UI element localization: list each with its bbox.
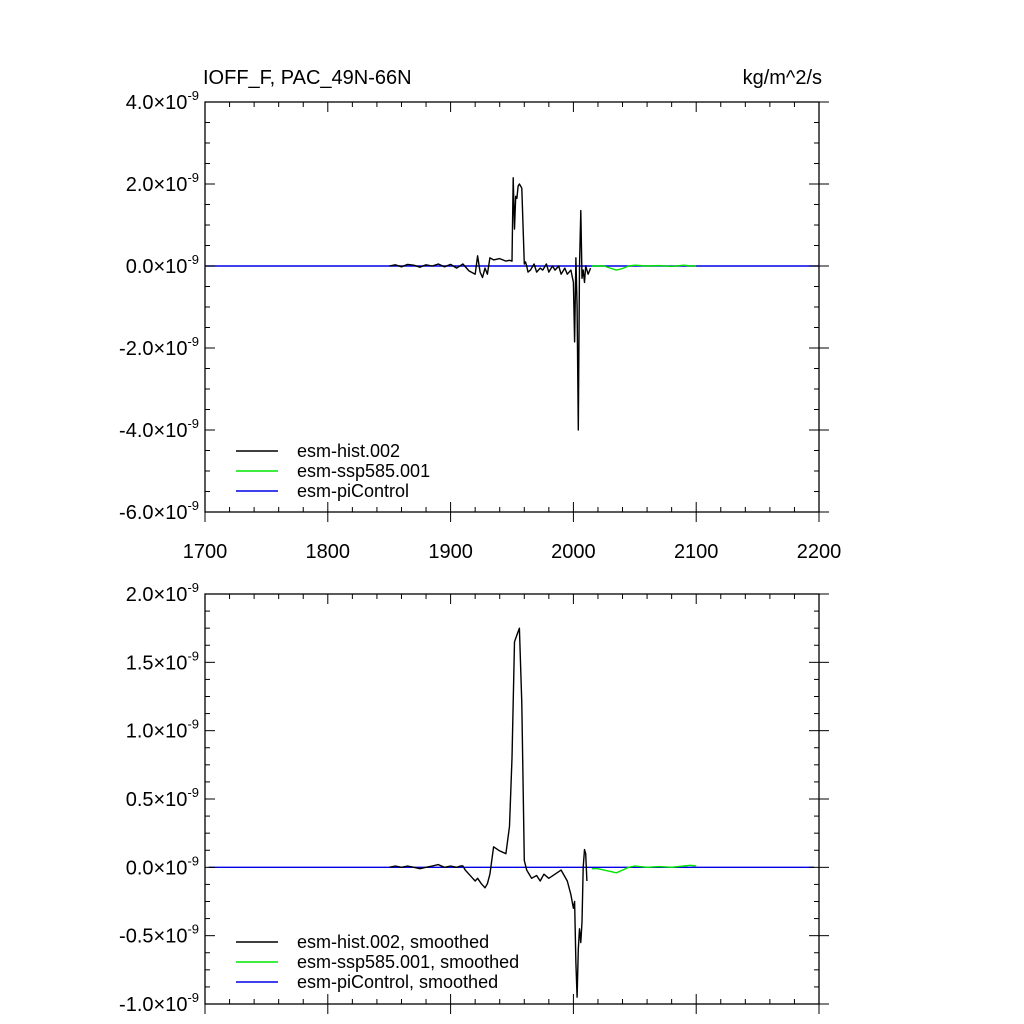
panel-1-x-tick-labels: 1700 1800 1900 2000 2100 2200 — [183, 541, 842, 563]
y-tick-label: 1.0×10-9 — [126, 717, 199, 743]
x-tick-label: 1800 — [306, 541, 351, 563]
y-tick-label: 4.0×10-9 — [126, 88, 199, 114]
x-tick-label: 1700 — [183, 541, 228, 563]
legend-label: esm-ssp585.001 — [297, 461, 430, 481]
y-tick-label: 2.0×10-9 — [126, 580, 199, 606]
panel-1-marks — [205, 177, 819, 431]
legend-label: esm-piControl — [297, 481, 409, 501]
y-tick-label: 0.0×10-9 — [126, 853, 199, 879]
panel-1-title: IOFF_F, PAC_49N-66N — [203, 67, 412, 89]
panel-1-frame — [204, 101, 820, 513]
panel-2: -1.0×10-9 -0.5×10-9 0.0×10-9 0.5×10-9 1.0×10… — [119, 580, 829, 1016]
legend-label: esm-ssp585.001, smoothed — [297, 952, 519, 972]
x-tick-label: 2000 — [551, 541, 596, 563]
series-line-2 — [591, 264, 697, 271]
y-tick-label: 0.0×10-9 — [126, 252, 199, 278]
y-tick-label: 2.0×10-9 — [126, 170, 199, 196]
panel-1: IOFF_F, PAC_49N-66N kg/m^2/s -6.0×10-9 -4… — [119, 67, 841, 563]
y-tick-label: -0.5×10-9 — [119, 922, 199, 948]
x-tick-label: 1900 — [428, 541, 473, 563]
x-tick-label: 2100 — [674, 541, 719, 563]
legend-label: esm-hist.002, smoothed — [297, 932, 489, 952]
y-tick-label: -4.0×10-9 — [119, 416, 199, 442]
panel-1-y-tick-labels: -6.0×10-9 -4.0×10-9 -2.0×10-9 0.0×10-9 2.0×1… — [119, 88, 199, 524]
y-tick-label: -1.0×10-9 — [119, 990, 199, 1016]
x-tick-label: 2200 — [797, 541, 842, 563]
y-tick-label: -2.0×10-9 — [119, 334, 199, 360]
series-line-1 — [389, 177, 592, 431]
series-line-1 — [389, 627, 588, 998]
panel-2-y-tick-labels: -1.0×10-9 -0.5×10-9 0.0×10-9 0.5×10-9 1.0×10… — [119, 580, 199, 1016]
panel-2-frame — [204, 593, 820, 1005]
panel-1-units: kg/m^2/s — [743, 67, 822, 89]
series-line-2 — [591, 864, 697, 874]
legend-label: esm-piControl, smoothed — [297, 972, 498, 992]
legend-label: esm-hist.002 — [297, 441, 400, 461]
panel-2-ticks — [204, 593, 829, 1014]
y-tick-label: 1.5×10-9 — [126, 648, 199, 674]
panel-2-marks — [208, 627, 815, 998]
y-tick-label: 0.5×10-9 — [126, 785, 199, 811]
y-tick-label: -6.0×10-9 — [119, 498, 199, 524]
